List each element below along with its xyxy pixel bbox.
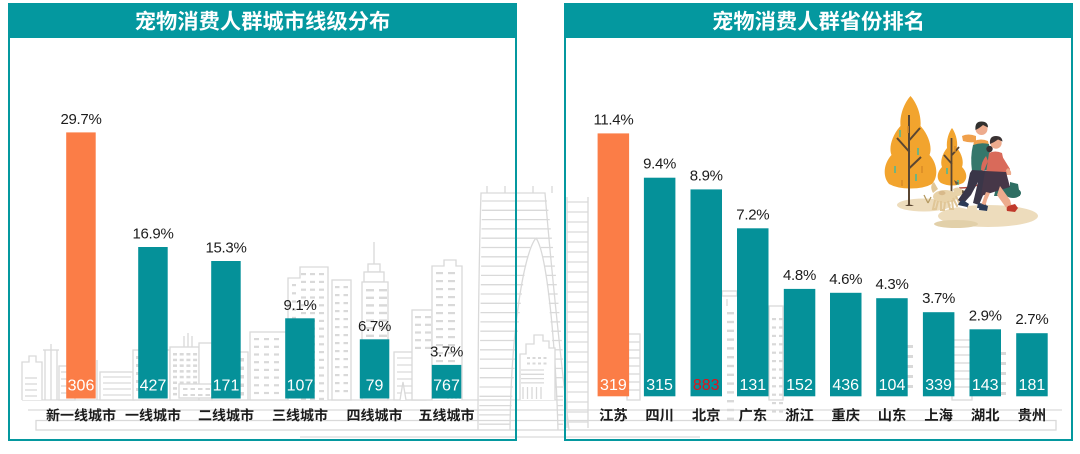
svg-text:15.3%: 15.3% <box>205 240 246 257</box>
svg-text:2.9%: 2.9% <box>969 307 1002 324</box>
svg-text:8.9%: 8.9% <box>690 167 723 184</box>
svg-text:4.3%: 4.3% <box>876 276 909 293</box>
svg-text:883: 883 <box>693 377 720 394</box>
svg-text:436: 436 <box>832 377 859 394</box>
svg-text:107: 107 <box>287 378 314 395</box>
svg-text:315: 315 <box>646 377 673 394</box>
svg-text:181: 181 <box>1019 377 1046 394</box>
svg-text:767: 767 <box>433 378 460 395</box>
svg-text:29.7%: 29.7% <box>60 111 101 128</box>
svg-text:16.9%: 16.9% <box>132 226 173 243</box>
svg-text:3.7%: 3.7% <box>430 343 463 360</box>
svg-text:11.4%: 11.4% <box>593 111 633 128</box>
svg-text:7.2%: 7.2% <box>736 206 769 223</box>
svg-text:171: 171 <box>213 378 240 395</box>
svg-text:4.6%: 4.6% <box>829 271 862 288</box>
svg-text:9.1%: 9.1% <box>284 297 317 314</box>
svg-text:2.7%: 2.7% <box>1015 311 1048 328</box>
svg-text:319: 319 <box>600 377 627 394</box>
svg-text:6.7%: 6.7% <box>358 318 391 335</box>
svg-text:3.7%: 3.7% <box>922 290 955 307</box>
svg-text:306: 306 <box>68 378 95 395</box>
svg-text:152: 152 <box>786 377 813 394</box>
svg-text:143: 143 <box>972 377 999 394</box>
svg-text:131: 131 <box>739 377 766 394</box>
svg-text:4.8%: 4.8% <box>783 267 816 284</box>
svg-text:79: 79 <box>366 378 384 395</box>
svg-text:9.4%: 9.4% <box>643 156 676 173</box>
svg-text:104: 104 <box>879 377 906 394</box>
svg-text:427: 427 <box>140 378 167 395</box>
svg-text:339: 339 <box>925 377 952 394</box>
